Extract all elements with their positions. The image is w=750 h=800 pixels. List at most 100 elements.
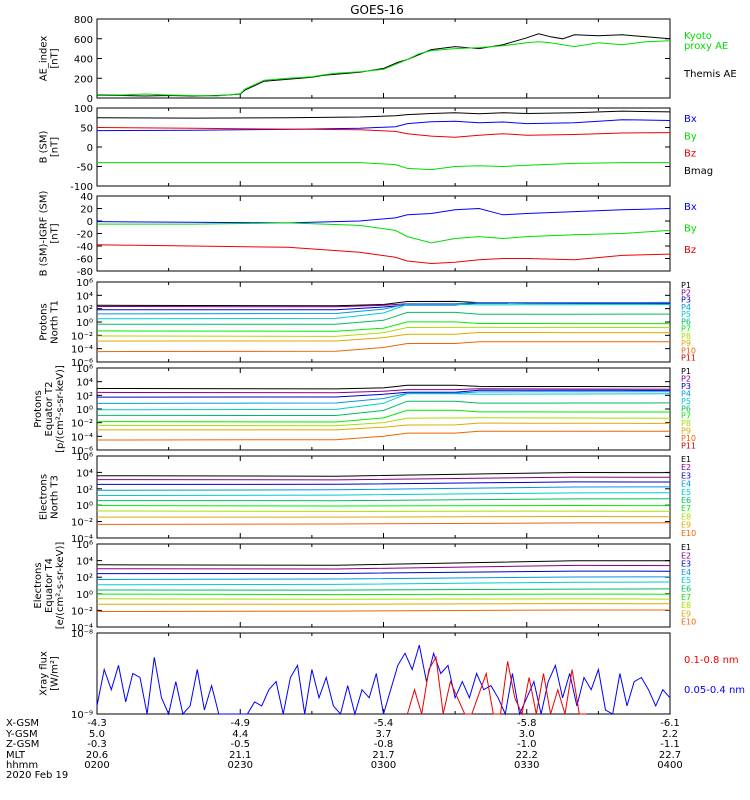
series-p8 xyxy=(96,417,671,427)
panel-frame xyxy=(96,367,671,451)
legend-entry: E8 xyxy=(681,601,691,610)
legend-entry: E7 xyxy=(681,593,691,602)
xaxis-value: -1.0 xyxy=(517,739,537,750)
y-tick-label: -60 xyxy=(77,255,93,266)
legend-entry: E3 xyxy=(681,560,691,569)
y-tick-label: 10⁻⁶ xyxy=(71,358,93,369)
legend-entry: E1 xyxy=(681,543,691,552)
series-p6 xyxy=(96,400,671,417)
legend-entry: E8 xyxy=(681,512,691,521)
legend-entry: P2 xyxy=(681,374,691,383)
y-axis-label: B (SM)-IGRF (SM) xyxy=(39,191,50,277)
xaxis-row-label: hhmm xyxy=(6,760,38,771)
xaxis-value: 0230 xyxy=(228,760,253,771)
y-axis-label: North T1 xyxy=(50,300,61,344)
legend-entry: P7 xyxy=(681,412,691,421)
legend-entry: E9 xyxy=(681,609,691,618)
xaxis-value: 22.2 xyxy=(516,750,538,761)
y-axis-label: [W/m²] xyxy=(50,656,61,691)
xaxis-value: -5.8 xyxy=(517,718,537,729)
y-tick-label: 10⁻⁶ xyxy=(71,446,93,457)
panel-frame xyxy=(96,195,671,272)
series-p3 xyxy=(96,302,671,311)
series-p4 xyxy=(96,486,671,491)
legend-entry: P9 xyxy=(681,427,691,436)
y-tick-label: 10⁶ xyxy=(76,364,93,375)
series-0.05-0.4-nm xyxy=(96,644,671,716)
y-tick-label: -80 xyxy=(77,267,93,278)
series-Bmag xyxy=(96,110,671,119)
legend-entry: P1 xyxy=(681,281,691,290)
y-tick-label: 200 xyxy=(74,74,93,85)
y-tick-label: 50 xyxy=(80,124,93,135)
legend-entry: P6 xyxy=(681,317,691,326)
series-p7 xyxy=(96,593,671,596)
y-axis-label: [nT] xyxy=(50,137,61,157)
xaxis-row-label: MLT xyxy=(6,750,26,761)
legend-entry: By xyxy=(684,223,697,234)
series-By xyxy=(97,222,671,244)
y-tick-label: -40 xyxy=(77,242,93,253)
y-tick-label: 10⁶ xyxy=(76,452,93,463)
y-tick-label: 10⁴ xyxy=(76,291,93,302)
y-tick-label: 20 xyxy=(80,205,93,216)
y-axis-label: Protons xyxy=(33,390,44,427)
xaxis-value: -1.1 xyxy=(660,739,680,750)
panel-frame xyxy=(96,18,671,99)
y-tick-label: 10² xyxy=(76,391,93,402)
series-p9 xyxy=(97,515,671,518)
legend-entry: E1 xyxy=(681,455,691,464)
y-tick-label: 40 xyxy=(80,192,93,203)
y-axis-label: Xray flux xyxy=(39,651,50,696)
y-tick-label: 10⁻⁴ xyxy=(71,345,93,356)
y-tick-label: -20 xyxy=(77,230,93,241)
series-p5 xyxy=(96,581,671,586)
xaxis-value: 0400 xyxy=(657,760,682,771)
legend-entry: E5 xyxy=(681,488,691,497)
legend-entry: P7 xyxy=(681,325,691,334)
legend-entry: Kyoto xyxy=(684,31,712,42)
legend-entry: E6 xyxy=(681,585,691,594)
y-tick-label: 10² xyxy=(76,485,93,496)
legend-entry: Bmag xyxy=(684,166,713,177)
panel-3: 10⁻⁶ 10⁻⁴ 10⁻² 10⁰ 10² 10⁴ 10⁶ Protons North T1 P… xyxy=(39,278,697,369)
y-tick-label: 10⁻² xyxy=(71,606,93,617)
y-tick-label: 600 xyxy=(74,35,93,46)
legend-entry: Themis AE xyxy=(683,69,737,80)
y-tick-label: 10⁻⁴ xyxy=(71,623,93,634)
xaxis-value: 0330 xyxy=(514,760,539,771)
panel-frame xyxy=(96,281,671,363)
series-p7 xyxy=(96,409,670,423)
xaxis-value: 4.4 xyxy=(232,729,248,740)
plot-date: 2020 Feb 19 xyxy=(6,770,68,781)
legend-entry: P4 xyxy=(681,389,691,398)
y-tick-label: 10⁴ xyxy=(76,468,93,479)
legend-entry: E2 xyxy=(681,463,691,472)
series-Bz xyxy=(96,127,671,138)
series-p9 xyxy=(97,603,671,605)
y-tick-label: 10⁶ xyxy=(76,540,93,551)
legend-entry: P3 xyxy=(681,382,691,391)
series-p3 xyxy=(96,570,671,575)
legend: 0.1-0.8 nm 0.05-0.4 nm xyxy=(684,655,745,696)
y-tick-label: 10⁻² xyxy=(71,518,93,529)
y-axis-label: [e/(cm²-s-sr-keV)] xyxy=(55,542,66,630)
legend-entry: P9 xyxy=(681,339,691,348)
series-Themis-AE xyxy=(96,33,671,97)
xaxis-value: 5.0 xyxy=(89,729,105,740)
series-p7 xyxy=(96,504,671,507)
xaxis-value: 2.2 xyxy=(662,729,678,740)
series-p10 xyxy=(96,522,671,525)
series-p4 xyxy=(96,391,670,404)
y-axis-label: AE_index xyxy=(39,36,50,82)
series-p3 xyxy=(96,389,671,398)
legend-entry: E5 xyxy=(681,576,691,585)
xaxis-value: -0.5 xyxy=(230,739,250,750)
xaxis-value: 3.0 xyxy=(519,729,535,740)
legend-entry: 0.1-0.8 nm xyxy=(684,655,739,666)
series-p6 xyxy=(96,498,671,502)
